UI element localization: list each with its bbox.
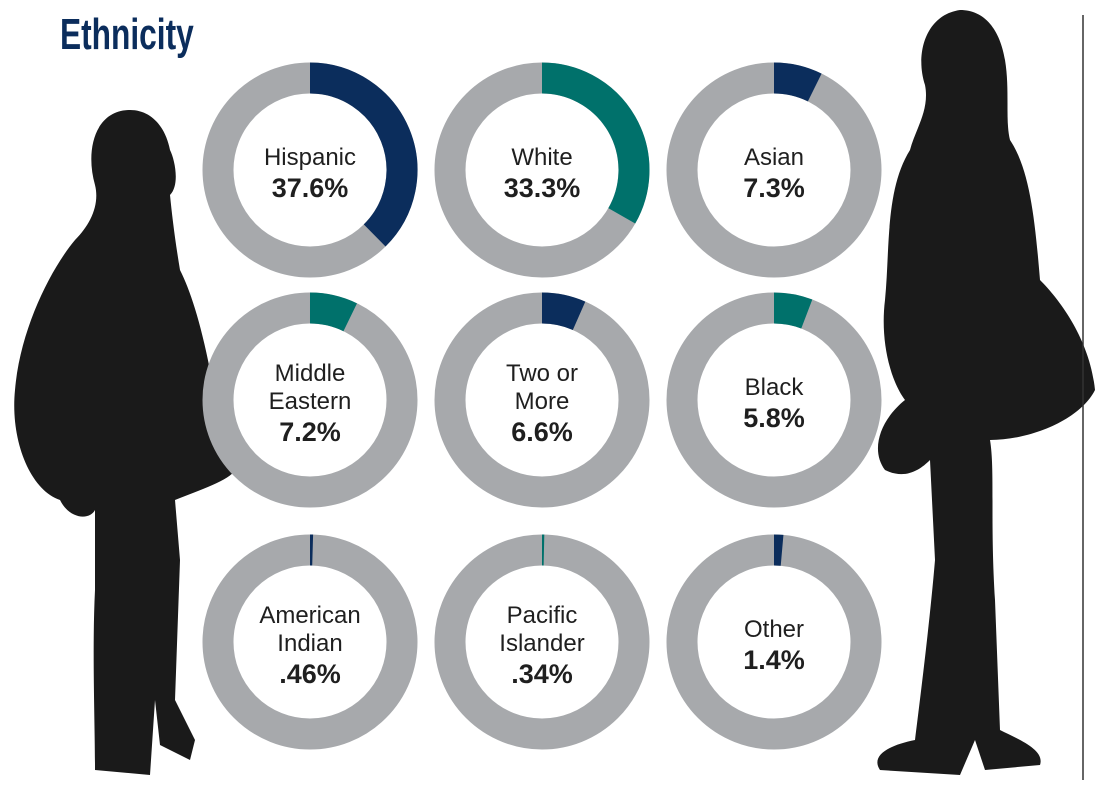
value-label: 7.3% bbox=[714, 172, 834, 204]
category-label: White bbox=[482, 144, 602, 172]
donut-label: American Indian.46% bbox=[250, 602, 370, 690]
donut-segment bbox=[542, 308, 579, 316]
category-label: Two or More bbox=[482, 360, 602, 416]
category-label: Black bbox=[714, 374, 834, 402]
value-label: 6.6% bbox=[482, 416, 602, 448]
value-label: 1.4% bbox=[714, 644, 834, 676]
chart-title: Ethnicity bbox=[60, 10, 194, 60]
category-label: Middle Eastern bbox=[250, 360, 370, 416]
value-label: 7.2% bbox=[250, 416, 370, 448]
infographic: Ethnicity Hispanic37.6%White33.3%Asian7.… bbox=[0, 0, 1101, 789]
category-label: Other bbox=[714, 616, 834, 644]
value-label: 33.3% bbox=[482, 172, 602, 204]
value-label: 37.6% bbox=[250, 172, 370, 204]
donut-label: Pacific Islander.34% bbox=[482, 602, 602, 690]
value-label: .34% bbox=[482, 658, 602, 690]
donut-segment bbox=[774, 308, 807, 314]
donut-segment bbox=[774, 78, 815, 88]
value-label: .46% bbox=[250, 658, 370, 690]
category-label: Hispanic bbox=[250, 144, 370, 172]
category-label: Pacific Islander bbox=[482, 602, 602, 658]
value-label: 5.8% bbox=[714, 402, 834, 434]
donut-segment bbox=[310, 308, 350, 317]
student-silhouette-right bbox=[877, 10, 1095, 775]
category-label: Asian bbox=[714, 144, 834, 172]
student-silhouette-left bbox=[14, 110, 235, 775]
page: {"chart_data": {"type": "donut", "title"… bbox=[0, 0, 1101, 789]
category-label: American Indian bbox=[250, 602, 370, 658]
